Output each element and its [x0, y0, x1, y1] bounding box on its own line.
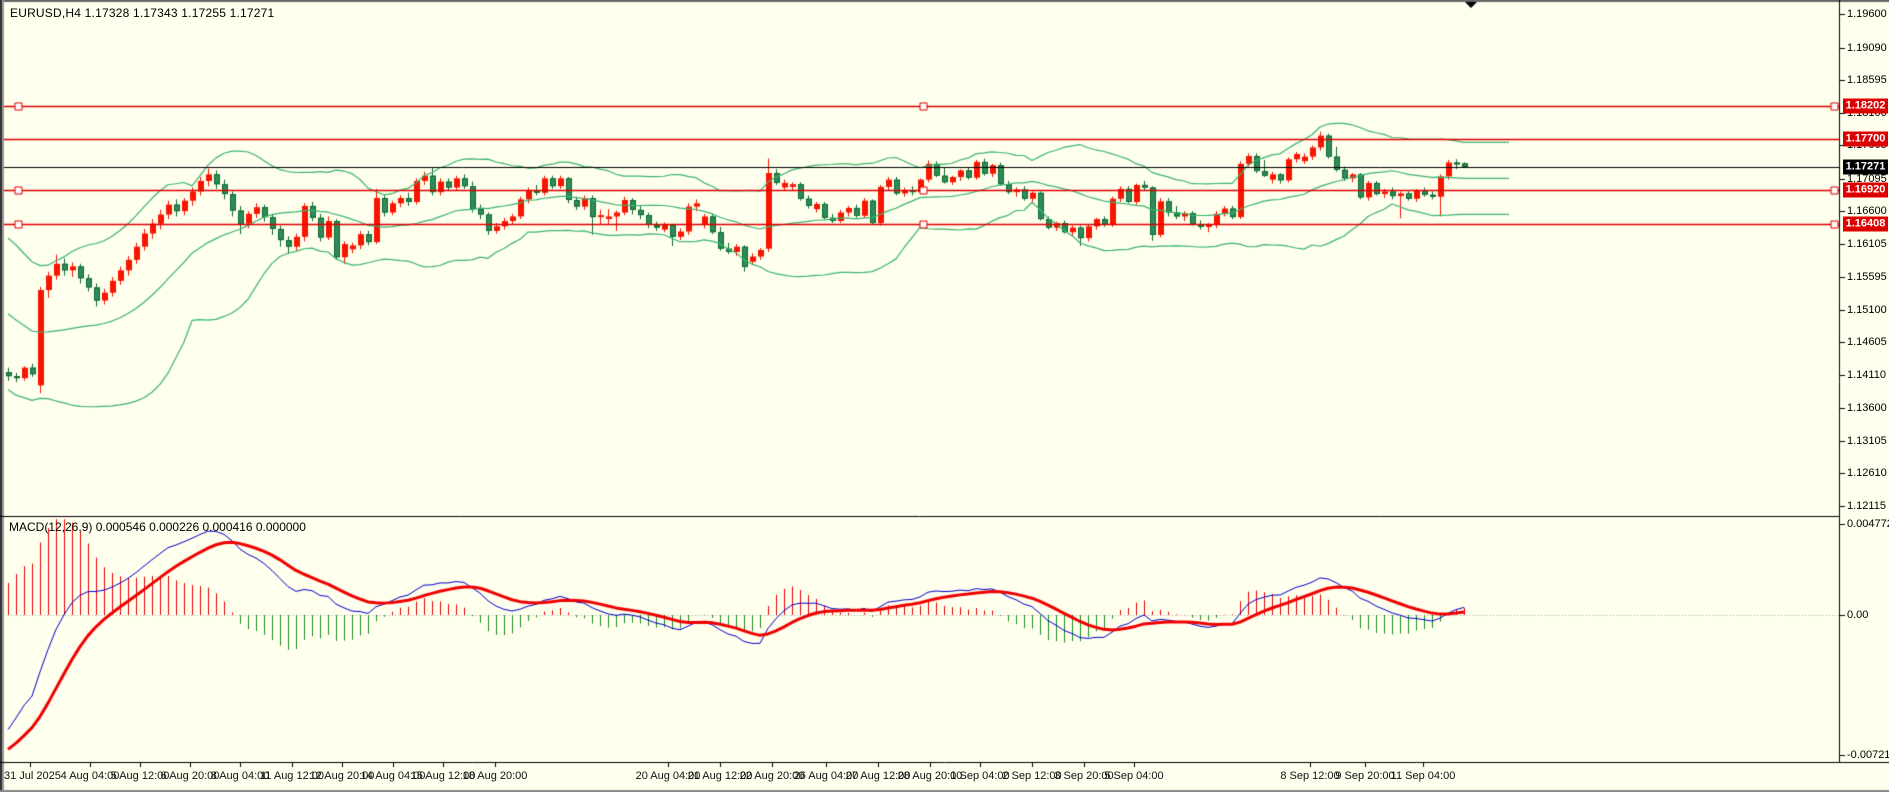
symbol-ohlc-title: EURUSD,H4 1.17328 1.17343 1.17255 1.1727… — [10, 6, 275, 20]
macd-indicator-title: MACD(12,26,9) 0.000546 0.000226 0.000416… — [9, 520, 306, 534]
